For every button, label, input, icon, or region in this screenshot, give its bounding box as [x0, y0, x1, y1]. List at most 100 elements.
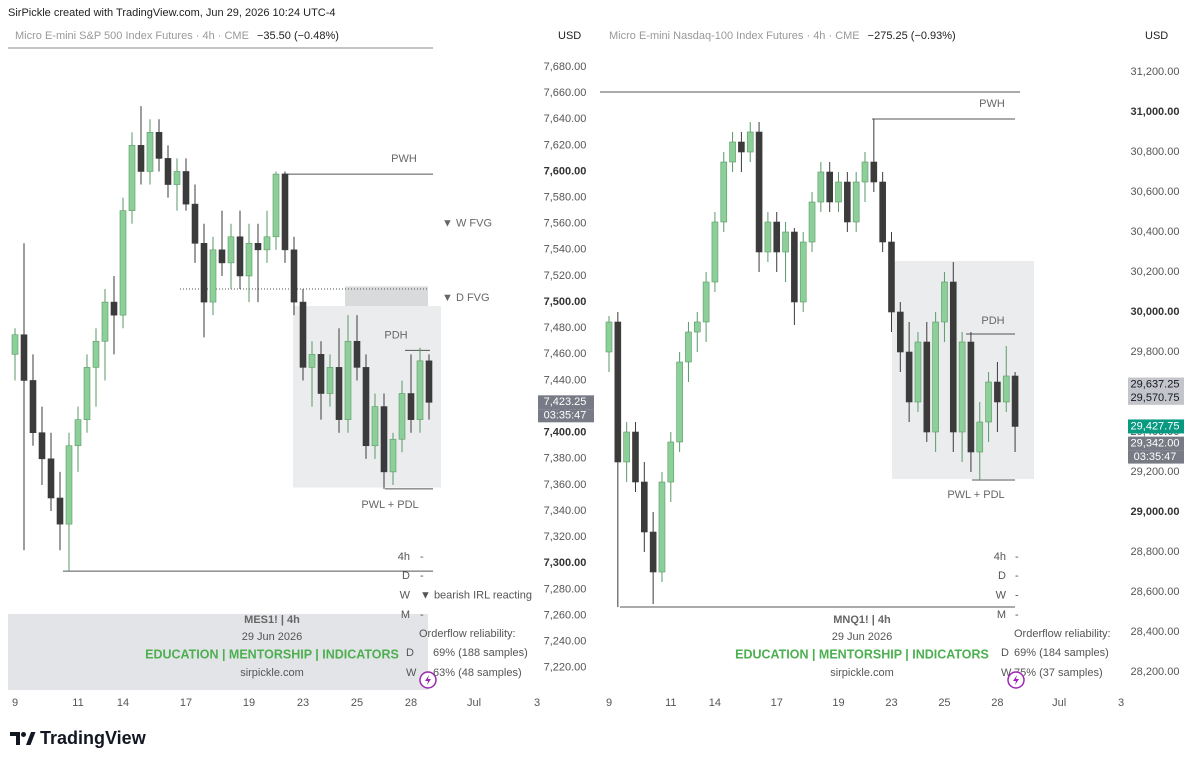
timeframe-status: - [420, 551, 424, 563]
candle-body [685, 331, 692, 363]
candle-body [976, 421, 984, 453]
price-label-box [1128, 419, 1184, 434]
timeframe-status: - [420, 609, 424, 621]
candle-body [791, 231, 798, 303]
watermark-title: MNQ1! | 4h [833, 614, 891, 626]
candle-body [74, 419, 82, 447]
reliability-value: 69% (184 samples) [1014, 647, 1109, 659]
candle-body [227, 236, 235, 264]
x-tick-label: 14 [709, 697, 721, 709]
countdown-box [538, 409, 594, 423]
x-tick-label: 3 [1118, 697, 1124, 709]
candle-body [371, 406, 379, 447]
candle-body [128, 145, 136, 211]
currency: USD [1145, 30, 1168, 42]
price-label-box [538, 395, 594, 410]
y-tick-label: 7,320.00 [544, 531, 587, 543]
watermark-panel [8, 614, 428, 690]
watermark-tagline: EDUCATION | MENTORSHIP | INDICATORS [145, 647, 399, 661]
y-tick-label: 7,560.00 [544, 218, 587, 230]
candle-body [773, 221, 781, 253]
watermark-site: sirpickle.com [830, 667, 894, 679]
candle-body [380, 406, 388, 473]
y-tick-label: 7,240.00 [544, 636, 587, 648]
timeframe: 4h [994, 551, 1006, 563]
candle-body [808, 201, 816, 243]
y-tick-label: 7,260.00 [544, 609, 587, 621]
timeframe-status: - [1015, 590, 1019, 602]
candle-body [236, 236, 244, 277]
reliability-key: D [1001, 647, 1009, 659]
candle-body [1002, 375, 1010, 403]
candle-body [245, 243, 253, 277]
candle-body [272, 173, 280, 238]
candle-body [281, 173, 289, 251]
y-tick-label: 7,540.00 [544, 244, 587, 256]
candle-body [155, 131, 163, 159]
candle-body [632, 431, 639, 483]
x-tick-label: Jul [467, 697, 481, 709]
candle-body [164, 158, 172, 185]
candle-body [932, 321, 939, 433]
watermark-date: 29 Jun 2026 [832, 631, 893, 643]
y-tick-label: 30,800.00 [1131, 146, 1180, 158]
candle-body [407, 393, 415, 420]
bolt-glyph [425, 675, 431, 685]
zone [345, 286, 428, 308]
timeframe-status: - [1015, 551, 1019, 563]
candle-body [200, 243, 208, 303]
candle-body [83, 367, 91, 420]
reliability-value: 75% (37 samples) [1014, 667, 1103, 679]
price-label: 29,342.00 [1131, 438, 1180, 450]
level-label: PDH [981, 315, 1004, 327]
candle-body [949, 281, 957, 433]
candle-body [20, 334, 28, 381]
y-tick-label: 28,200.00 [1131, 666, 1180, 678]
watermark-date: 29 Jun 2026 [242, 631, 303, 643]
x-tick-label: 17 [180, 697, 192, 709]
y-tick-label: 7,600.00 [544, 165, 587, 177]
candle-body [344, 340, 352, 420]
price-label-box [1128, 436, 1184, 451]
candle-body [782, 231, 789, 253]
x-tick-label: 9 [606, 697, 612, 709]
candle-body [676, 361, 683, 443]
y-tick-label: 30,400.00 [1131, 226, 1180, 238]
timeframe: W [400, 590, 411, 602]
candle-body [755, 131, 763, 253]
x-tick-label: 25 [351, 697, 363, 709]
y-tick-label: 7,300.00 [544, 557, 587, 569]
level-label: PDH [384, 329, 407, 341]
candle-body [958, 341, 966, 433]
candle-body [389, 438, 397, 473]
x-tick-label: 3 [534, 697, 540, 709]
y-tick-label: 7,380.00 [544, 453, 587, 465]
candle-body [967, 341, 975, 453]
candle-body [641, 481, 648, 533]
timeframe: D [998, 570, 1006, 582]
candle-body [209, 249, 217, 303]
candle-body [182, 171, 190, 205]
candle-body [290, 249, 298, 303]
timeframe: W [996, 590, 1007, 602]
candle-body [191, 203, 199, 244]
candle-body [254, 243, 262, 251]
y-tick-label: 7,520.00 [544, 270, 587, 282]
y-tick-label: 7,340.00 [544, 505, 587, 517]
candle-body [658, 481, 666, 573]
price-label: 29,427.75 [1131, 420, 1180, 432]
currency: USD [558, 30, 581, 42]
candle-body [362, 367, 370, 447]
candle-body [56, 497, 64, 525]
symbol-name: Micro E-mini S&P 500 Index Futures · 4h … [15, 30, 249, 42]
y-tick-label: 28,800.00 [1131, 546, 1180, 558]
x-tick-label: 14 [117, 697, 129, 709]
y-tick-label: 29,200.00 [1131, 466, 1180, 478]
candle-body [844, 181, 851, 223]
candle-body [897, 311, 904, 353]
candle-body [994, 381, 1001, 403]
candle-body [914, 341, 922, 403]
x-tick-label: 23 [885, 697, 897, 709]
candle-body [398, 393, 406, 440]
countdown: 03:35:47 [1134, 451, 1177, 463]
